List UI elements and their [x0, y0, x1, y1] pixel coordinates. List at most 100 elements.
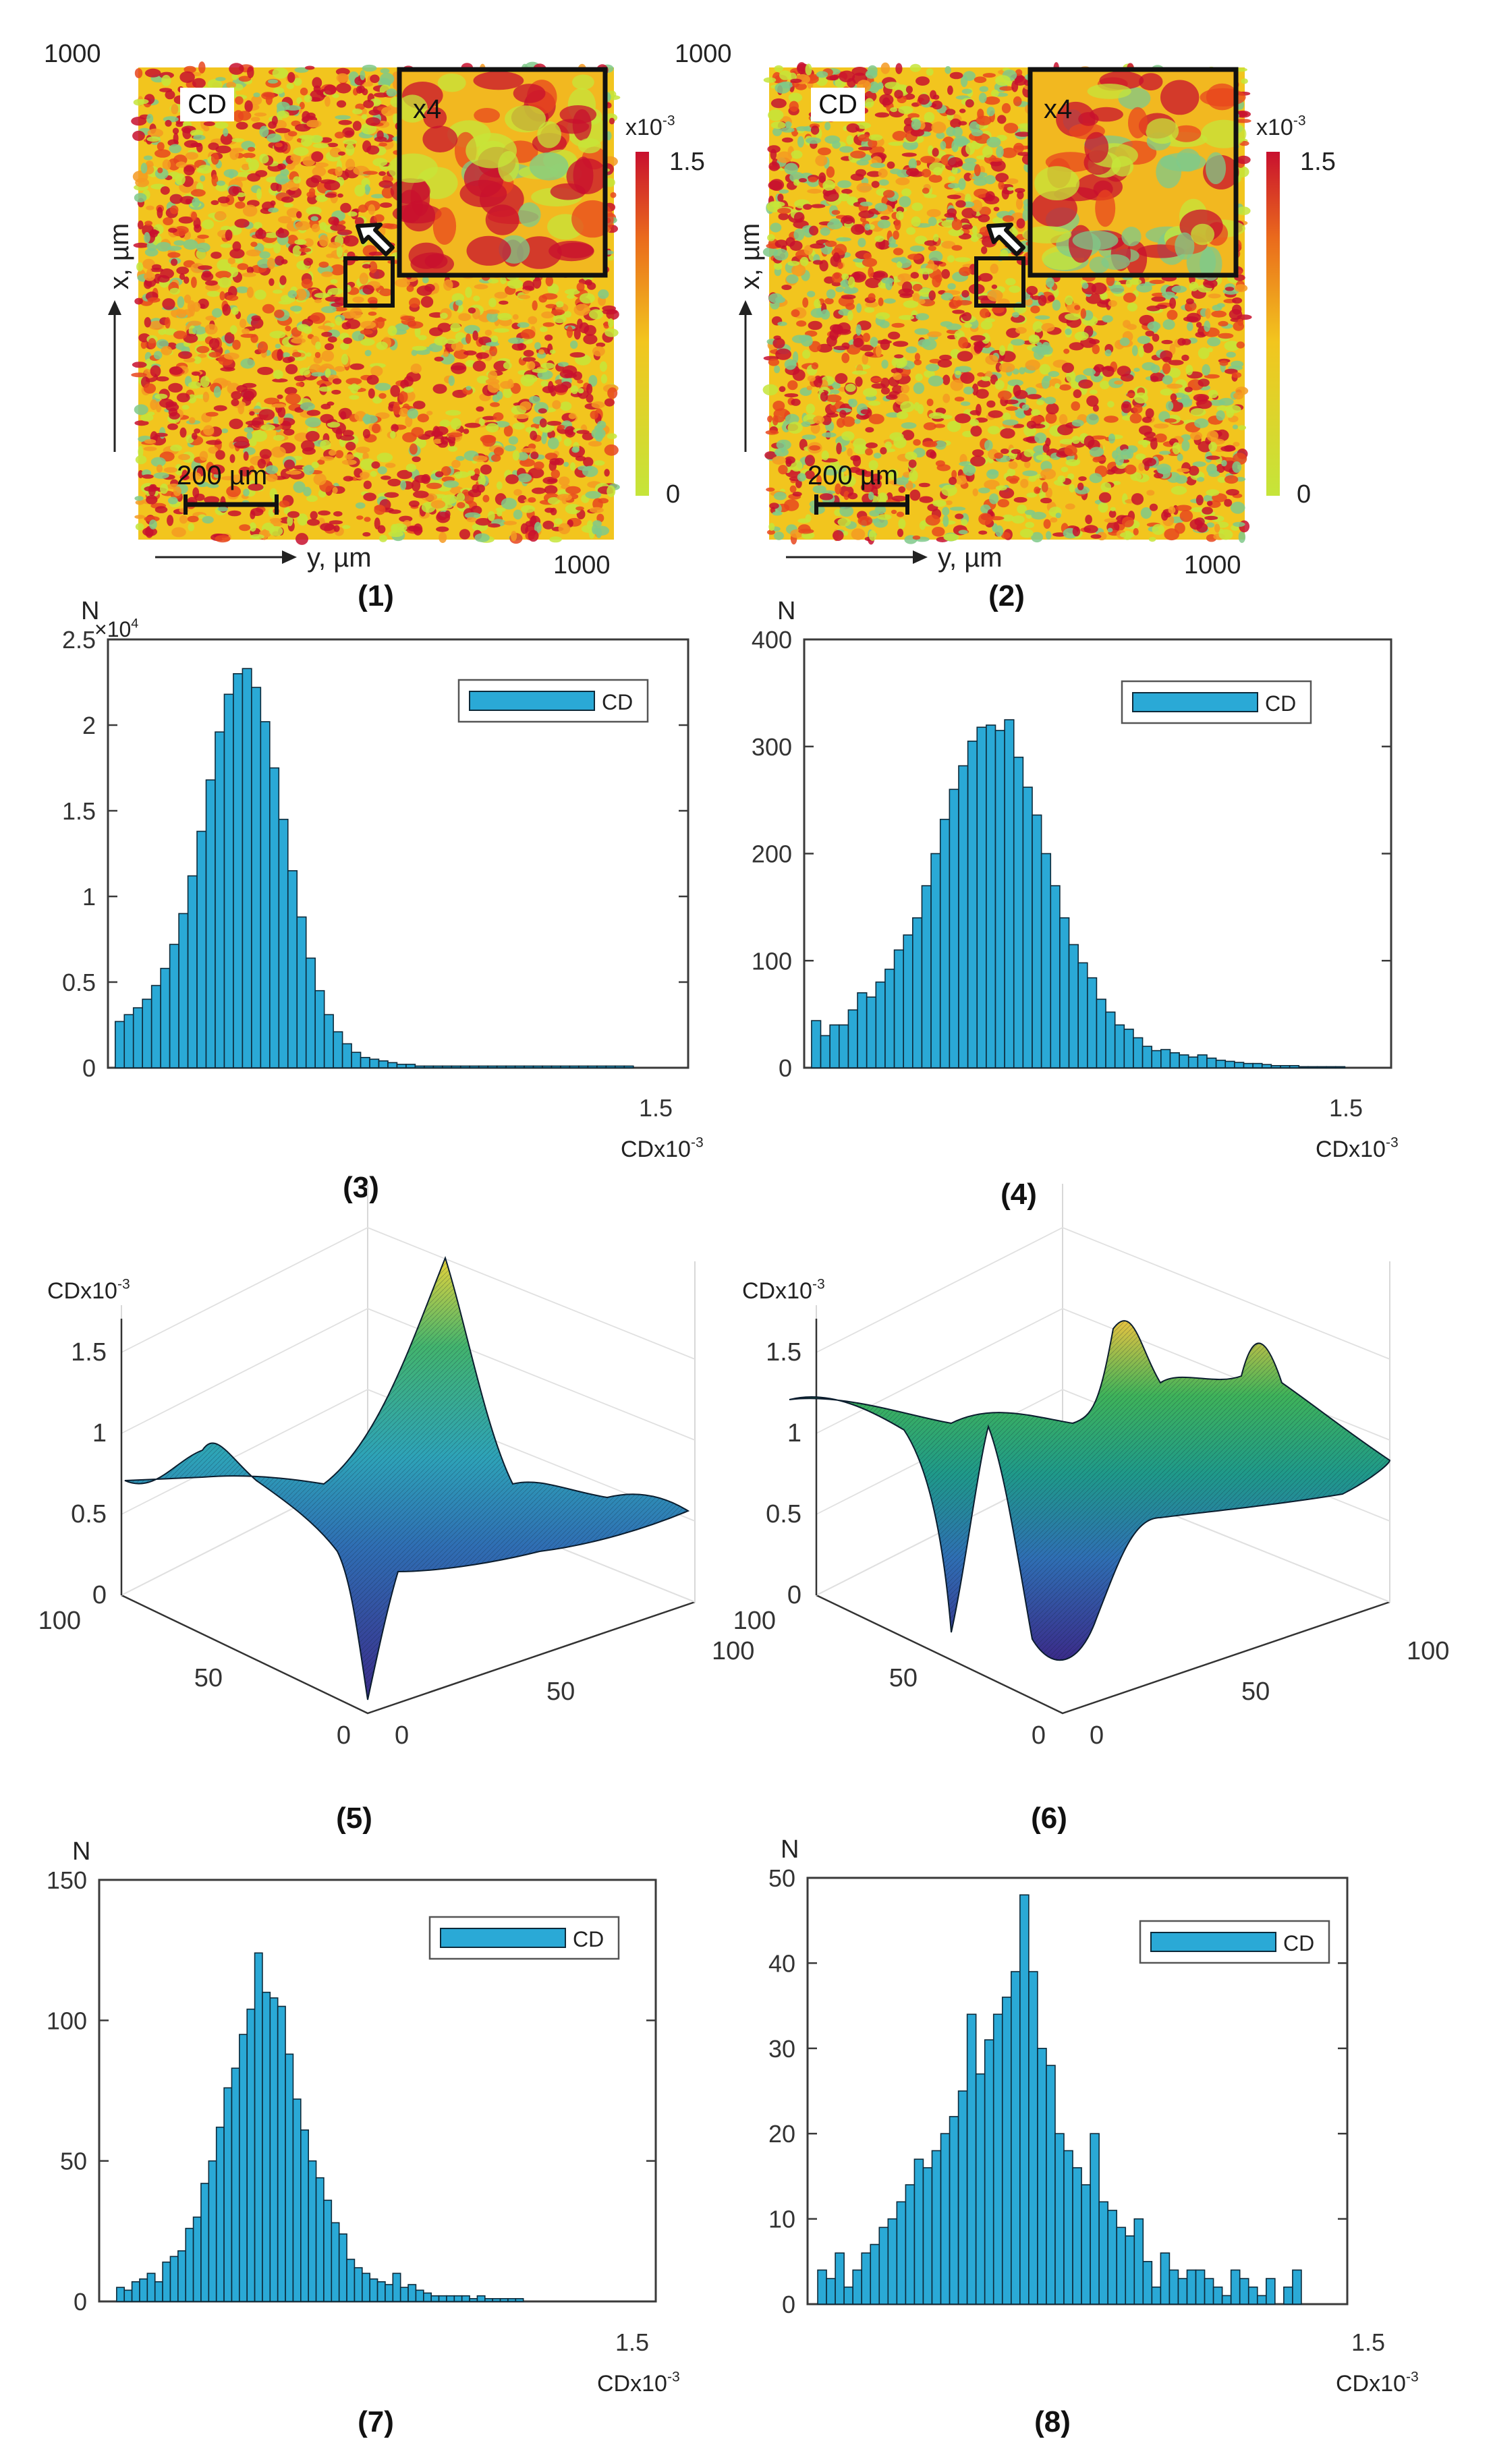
heatmap-cell: [1131, 493, 1144, 505]
heatmap-cell: [378, 171, 387, 176]
heatmap-cell: [1001, 147, 1017, 159]
heatmap-cell: [135, 455, 147, 465]
heatmap-cell: [926, 208, 941, 217]
heatmap-cell: [1034, 486, 1040, 494]
inset-blob: [1095, 190, 1116, 227]
heatmap-cell: [1220, 445, 1236, 452]
heatmap-cell: [558, 523, 571, 534]
heatmap-cell: [994, 380, 1005, 390]
heatmap-cell: [362, 532, 371, 537]
heatmap-cell: [273, 370, 283, 380]
heatmap-cell: [360, 70, 366, 80]
heatmap-cell: [175, 173, 186, 185]
heatmap-cell: [1156, 463, 1172, 474]
heatmap-cell: [787, 260, 800, 266]
heatmap-cell: [504, 445, 516, 452]
heatmap-cell: [864, 307, 875, 313]
heatmap-cell: [1048, 371, 1060, 377]
heatmap-cell: [538, 349, 544, 355]
heatmap-cell: [366, 117, 381, 126]
heatmap-cell: [184, 165, 195, 176]
heatmap-cell: [969, 419, 980, 426]
heatmap-cell: [948, 175, 955, 181]
heatmap-cell: [856, 183, 872, 193]
heatmap-cell: [179, 273, 186, 281]
heatmap-cell: [995, 173, 1009, 183]
heatmap-cell: [888, 243, 898, 248]
heatmap-cell: [1203, 279, 1218, 289]
heatmap-cell: [1235, 386, 1249, 395]
heatmap-cell: [582, 432, 594, 440]
heatmap-cell: [335, 132, 345, 139]
heatmap-cell: [892, 131, 907, 141]
heatmap-cell: [884, 441, 892, 449]
x-axis-max-tick: 1000: [553, 551, 611, 579]
heatmap-cell: [831, 210, 841, 215]
heatmap-cell: [857, 515, 873, 526]
heatmap-cell: [560, 401, 572, 411]
heatmap-cell: [1193, 394, 1210, 402]
heatmap-cell: [1119, 532, 1135, 538]
heatmap-cell: [849, 467, 861, 474]
heatmap-cell: [259, 154, 269, 164]
heatmap-cell: [336, 246, 343, 258]
heatmap-cell: [958, 121, 967, 125]
heatmap-cell: [250, 534, 264, 540]
heatmap-cell: [273, 416, 279, 424]
heatmap-cell: [374, 382, 391, 391]
heatmap-cell: [210, 200, 219, 205]
heatmap-cell: [963, 386, 974, 395]
heatmap-cell: [395, 323, 410, 331]
heatmap-cell: [144, 279, 152, 289]
heatmap-cell: [995, 485, 1007, 491]
heatmap-cell: [376, 130, 384, 140]
heatmap-cell: [943, 533, 959, 542]
x-axis-max-tick: 1000: [1184, 551, 1241, 579]
heatmap-cell: [205, 316, 217, 321]
heatmap-cell: [797, 62, 807, 74]
heatmap-cell: [173, 240, 186, 246]
inset-blob: [518, 202, 541, 227]
heatmap-cell: [951, 219, 963, 231]
heatmap-cell: [169, 205, 179, 214]
heatmap-cell: [988, 516, 1005, 521]
heatmap-cell: [436, 511, 451, 523]
heatmap-cell: [1206, 489, 1220, 496]
heatmap-cell: [961, 224, 974, 230]
heatmap-cell: [312, 143, 329, 148]
heatmap-cell: [285, 364, 298, 374]
heatmap-cell: [441, 466, 451, 476]
heatmap-cell: [915, 373, 923, 382]
heatmap-cell: [490, 402, 500, 407]
heatmap-cell: [945, 66, 951, 74]
heatmap-cell: [569, 352, 586, 358]
heatmap-cell: [1192, 461, 1206, 467]
heatmap-cell: [1202, 507, 1213, 515]
heatmap-cell: [925, 515, 940, 526]
heatmap-cell: [959, 266, 971, 277]
heatmap-cell: [488, 370, 498, 380]
heatmap-cell: [974, 76, 987, 83]
heatmap-cell: [1011, 80, 1019, 92]
heatmap-cell: [791, 309, 800, 318]
heatmap-cell: [345, 441, 356, 451]
heatmap-cell: [568, 413, 577, 420]
heatmap-cell: [1204, 320, 1210, 333]
heatmap-cell: [198, 482, 205, 488]
inset-blob: [474, 108, 500, 123]
heatmap-cell: [557, 424, 565, 430]
heatmap-cell: [360, 329, 373, 335]
heatmap-cell: [534, 342, 541, 350]
heatmap-cell: [957, 299, 972, 306]
heatmap-cell: [810, 423, 820, 434]
heatmap-cell: [862, 353, 869, 365]
heatmap-cell: [978, 530, 988, 535]
heatmap-cell: [451, 365, 466, 371]
heatmap-cell: [134, 404, 148, 416]
heatmap-cell: [306, 430, 320, 442]
heatmap-cell: [824, 121, 831, 131]
heatmap-cell: [342, 525, 351, 529]
heatmap-cell: [203, 425, 215, 436]
heatmap-cell: [977, 379, 991, 388]
heatmap-cell: [1160, 350, 1173, 361]
